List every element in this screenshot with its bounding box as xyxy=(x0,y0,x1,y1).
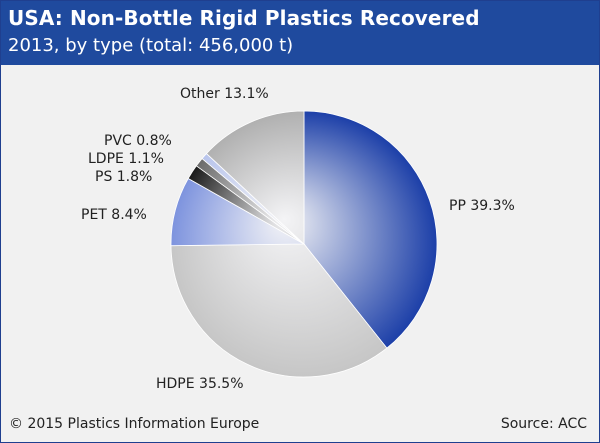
slice-label-ps: PS 1.8% xyxy=(95,169,152,185)
pie-slice-pp xyxy=(303,110,438,349)
slice-label-pvc: PVC 0.8% xyxy=(104,133,172,149)
copyright-note: © 2015 Plastics Information Europe xyxy=(9,416,260,432)
chart-title: USA: Non-Bottle Rigid Plastics Recovered xyxy=(8,6,480,30)
slice-label-ldpe: LDPE 1.1% xyxy=(88,151,164,167)
source-note: Source: ACC xyxy=(500,416,587,432)
slice-label-hdpe: HDPE 35.5% xyxy=(156,376,244,392)
pie-slice-hdpe xyxy=(170,243,388,378)
pie-slice-other xyxy=(205,110,305,245)
slice-label-pp: PP 39.3% xyxy=(449,198,515,214)
chart-subtitle: 2013, by type (total: 456,000 t) xyxy=(8,35,294,56)
chart-header: USA: Non-Bottle Rigid Plastics Recovered… xyxy=(1,1,599,65)
pie-chart: PP 39.3% HDPE 35.5% PET 8.4% PS 1.8% LDPE 1.… xyxy=(81,86,515,392)
slice-label-other: Other 13.1% xyxy=(180,86,269,102)
slice-label-pet: PET 8.4% xyxy=(81,207,147,223)
